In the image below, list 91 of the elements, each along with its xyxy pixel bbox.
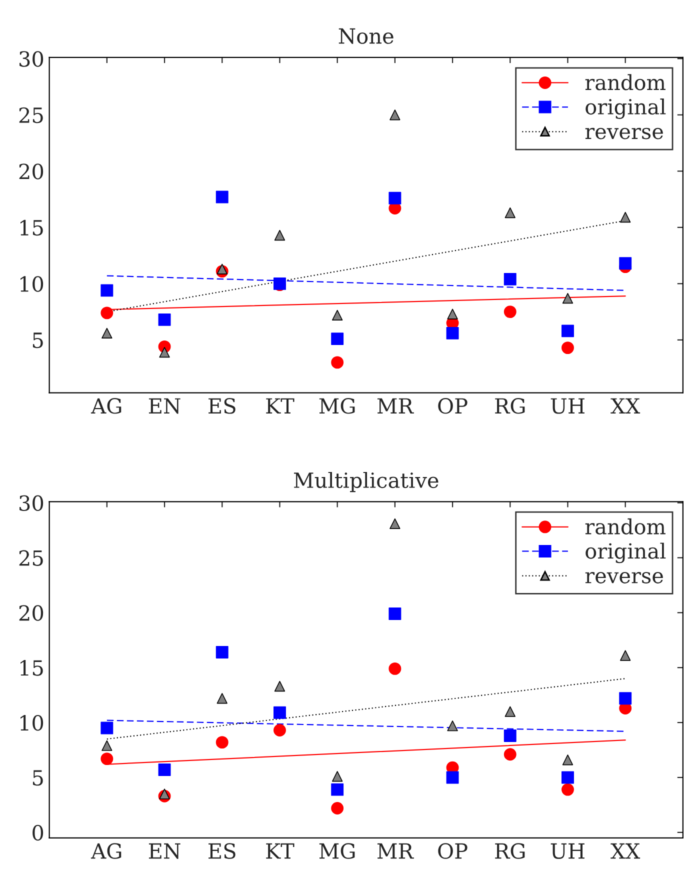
point (504, 272, 516, 286)
point (332, 310, 343, 321)
point (446, 326, 459, 340)
point (100, 752, 114, 766)
point (619, 257, 632, 270)
point (216, 646, 228, 658)
chart-title: None (338, 28, 394, 44)
point (100, 306, 114, 320)
y-tick-label: 15 (20, 220, 43, 236)
point (504, 706, 516, 717)
x-tick-label: OP (438, 398, 468, 414)
point (447, 720, 458, 732)
y-tick-label: 10 (20, 276, 44, 292)
legend-label: random (585, 74, 666, 90)
y-tick-label: 5 (32, 770, 43, 786)
point (388, 192, 402, 204)
legend-label: random (585, 518, 666, 534)
point (562, 324, 574, 338)
x-tick-label: UH (550, 398, 584, 414)
y-tick-label: 25 (19, 550, 43, 566)
point (274, 230, 286, 241)
chart-title: Multiplicative (294, 472, 438, 492)
y-tick-label: 20 (19, 605, 44, 621)
point (100, 284, 114, 297)
x-tick-label: XX (610, 398, 640, 414)
point (390, 518, 400, 529)
y-tick-label: 20 (19, 164, 44, 180)
legend-label: original (586, 98, 666, 119)
point (388, 662, 402, 675)
point (388, 608, 402, 620)
x-tick-label: KT (266, 843, 294, 859)
y-tick-label: 15 (20, 660, 43, 676)
point (274, 724, 286, 736)
point (274, 680, 286, 692)
point (504, 729, 516, 742)
x-tick-label: MR (377, 843, 414, 859)
x-tick-label: MR (377, 398, 414, 414)
point (504, 207, 516, 218)
point (216, 693, 228, 704)
x-tick-label: EN (148, 843, 180, 859)
x-tick-label: XX (610, 843, 640, 859)
point (274, 706, 286, 719)
point (158, 313, 171, 326)
point (390, 110, 400, 120)
point (216, 736, 228, 749)
point (158, 764, 171, 776)
y-tick-label: 30 (20, 495, 44, 512)
point (620, 212, 631, 223)
point (562, 342, 574, 354)
point (562, 771, 574, 784)
point (331, 802, 344, 814)
x-tick-label: AG (90, 843, 122, 859)
point (159, 788, 170, 800)
point (331, 783, 344, 796)
point (102, 740, 112, 751)
point (562, 292, 574, 304)
legend-label: original (586, 542, 666, 564)
x-tick-label: EN (148, 398, 180, 414)
point (216, 264, 228, 274)
y-tick-label: 25 (19, 107, 43, 124)
point (619, 692, 632, 705)
y-tick-label: 10 (20, 714, 44, 731)
point (504, 748, 516, 761)
point (331, 356, 344, 369)
point (159, 346, 170, 358)
x-tick-label: UH (550, 843, 584, 859)
legend-label: reverse (585, 572, 663, 584)
point (332, 771, 343, 782)
point (562, 754, 574, 766)
point (100, 722, 114, 734)
point (102, 328, 112, 339)
legend-label: reverse (585, 128, 663, 140)
point (216, 190, 228, 204)
x-tick-label: AG (90, 398, 122, 414)
point (331, 332, 344, 346)
x-tick-label: KT (266, 398, 294, 414)
x-tick-label: ES (208, 843, 236, 859)
point (562, 783, 574, 796)
y-tick-label: 5 (32, 332, 43, 348)
x-tick-label: RG (495, 398, 525, 414)
x-tick-label: MG (319, 398, 355, 414)
x-tick-label: MG (319, 843, 355, 859)
point (504, 306, 516, 318)
y-tick-label: 0 (32, 824, 44, 841)
point (620, 650, 631, 661)
x-tick-label: OP (438, 843, 468, 859)
y-tick-label: 30 (20, 51, 44, 67)
point (447, 308, 458, 320)
x-tick-label: ES (208, 398, 236, 414)
point (446, 771, 459, 784)
x-tick-label: RG (495, 843, 525, 859)
